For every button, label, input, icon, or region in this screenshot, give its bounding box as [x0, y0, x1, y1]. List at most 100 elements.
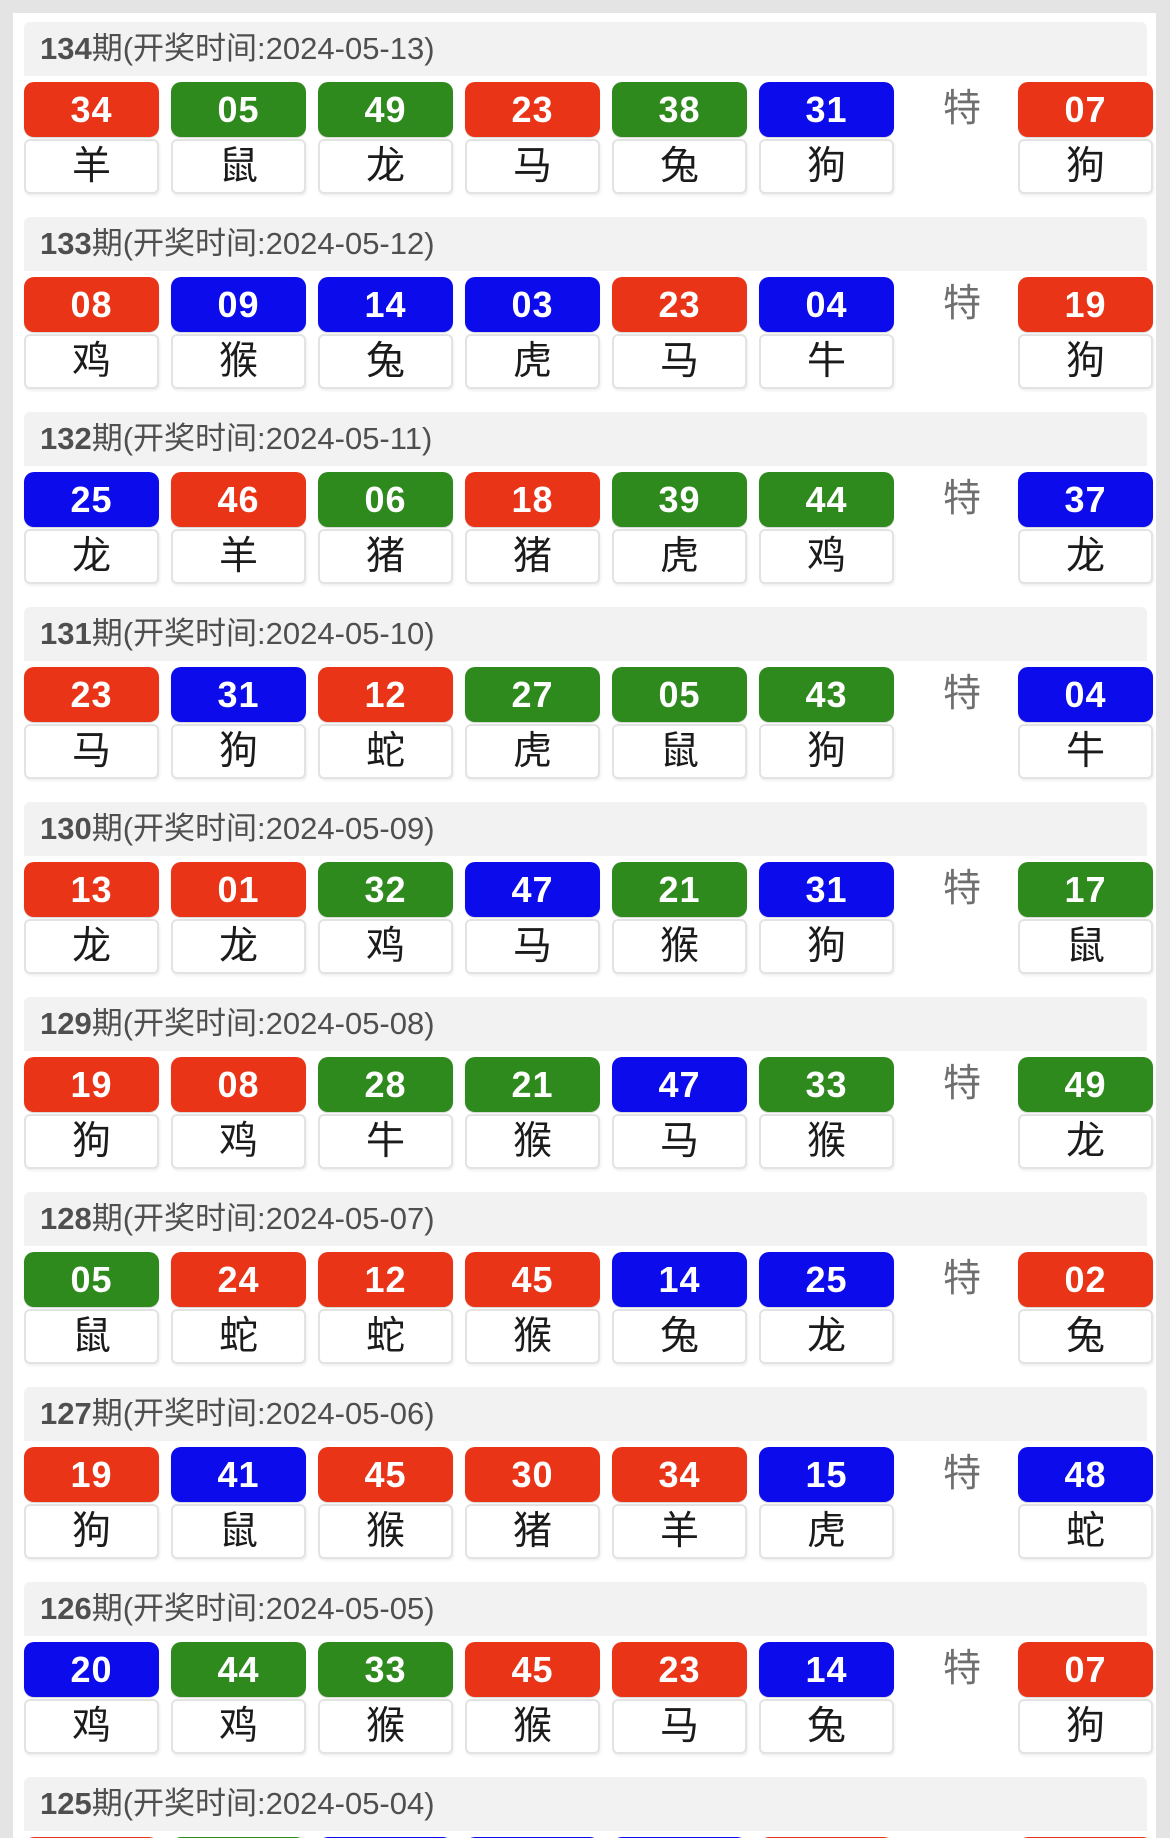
number-ball: 47 [612, 1057, 747, 1112]
number-cell: 05 鼠 [24, 1252, 159, 1364]
period-header: 125期(开奖时间:2024-05-04) [24, 1777, 1147, 1831]
number-ball: 28 [318, 1057, 453, 1112]
numbers-row: 05 鼠 24 蛇 12 蛇 45 猴 14 兔 25 龙特 02 兔 [24, 1252, 1153, 1364]
number-ball: 43 [759, 667, 894, 722]
special-marker: 特 [942, 1648, 981, 1690]
zodiac-label: 狗 [1018, 139, 1153, 194]
number-cell: 05 鼠 [171, 82, 306, 194]
zodiac-label: 鸡 [24, 1699, 159, 1754]
period-header: 133期(开奖时间:2024-05-12) [24, 217, 1147, 271]
zodiac-label: 马 [612, 1699, 747, 1754]
period-header: 130期(开奖时间:2024-05-09) [24, 802, 1147, 856]
number-cell: 39 虎 [612, 472, 747, 584]
number-ball: 04 [759, 277, 894, 332]
special-number-ball: 07 [1018, 1642, 1153, 1697]
period-number: 134 [40, 31, 92, 66]
special-number-cell: 17 鼠 [1018, 862, 1153, 974]
number-cell: 47 马 [612, 1057, 747, 1169]
period-header: 127期(开奖时间:2024-05-06) [24, 1387, 1147, 1441]
number-ball: 44 [759, 472, 894, 527]
number-ball: 45 [318, 1447, 453, 1502]
number-cell: 04 牛 [759, 277, 894, 389]
number-cell: 23 马 [612, 1642, 747, 1754]
zodiac-label: 鼠 [24, 1309, 159, 1364]
zodiac-label: 羊 [612, 1504, 747, 1559]
results-panel: 134期(开奖时间:2024-05-13) 34 羊 05 鼠 49 龙 23 马 38 兔 31 狗… [13, 13, 1156, 1838]
number-cell: 34 羊 [24, 82, 159, 194]
zodiac-label: 兔 [612, 139, 747, 194]
zodiac-label: 鸡 [318, 919, 453, 974]
number-cell: 45 猴 [465, 1642, 600, 1754]
period-number: 127 [40, 1396, 92, 1431]
zodiac-label: 龙 [318, 139, 453, 194]
zodiac-label: 蛇 [318, 724, 453, 779]
zodiac-label: 猪 [465, 529, 600, 584]
number-cell: 09 猴 [171, 277, 306, 389]
zodiac-label: 龙 [1018, 1114, 1153, 1169]
period-header: 126期(开奖时间:2024-05-05) [24, 1582, 1147, 1636]
number-ball: 47 [465, 862, 600, 917]
special-number-cell: 04 牛 [1018, 667, 1153, 779]
special-marker: 特 [942, 88, 981, 130]
special-number-ball: 17 [1018, 862, 1153, 917]
period-header: 134期(开奖时间:2024-05-13) [24, 22, 1147, 76]
number-ball: 41 [171, 1447, 306, 1502]
results-list: 134期(开奖时间:2024-05-13) 34 羊 05 鼠 49 龙 23 马 38 兔 31 狗… [24, 22, 1153, 1838]
number-ball: 45 [465, 1642, 600, 1697]
number-ball: 15 [759, 1447, 894, 1502]
number-cell: 08 鸡 [171, 1057, 306, 1169]
zodiac-label: 鸡 [171, 1114, 306, 1169]
zodiac-label: 马 [465, 919, 600, 974]
number-cell: 33 猴 [318, 1642, 453, 1754]
number-cell: 30 猪 [465, 1447, 600, 1559]
zodiac-label: 鸡 [759, 529, 894, 584]
special-number-cell: 49 龙 [1018, 1057, 1153, 1169]
number-ball: 14 [612, 1252, 747, 1307]
number-cell: 06 猪 [318, 472, 453, 584]
number-ball: 44 [171, 1642, 306, 1697]
numbers-row: 25 龙 46 羊 06 猪 18 猪 39 虎 44 鸡特 37 龙 [24, 472, 1153, 584]
number-ball: 23 [612, 1642, 747, 1697]
number-cell: 18 猪 [465, 472, 600, 584]
zodiac-label: 猴 [318, 1504, 453, 1559]
numbers-row: 08 鸡 09 猴 14 兔 03 虎 23 马 04 牛 特 19 狗 [24, 277, 1153, 389]
number-cell: 15 虎 [759, 1447, 894, 1559]
zodiac-label: 狗 [759, 919, 894, 974]
number-cell: 23 马 [612, 277, 747, 389]
number-cell: 12 蛇 [318, 1252, 453, 1364]
number-ball: 08 [171, 1057, 306, 1112]
numbers-row: 20 鸡 44 鸡 33 猴 45 猴 23 马 14 兔特 07 狗 [24, 1642, 1153, 1754]
period-number: 126 [40, 1591, 92, 1626]
number-cell: 25 龙 [24, 472, 159, 584]
number-cell: 44 鸡 [171, 1642, 306, 1754]
zodiac-label: 蛇 [1018, 1504, 1153, 1559]
period-title-suffix: 期(开奖时间:2024-05-04) [91, 1786, 435, 1821]
period-number: 130 [40, 811, 92, 846]
period-number: 128 [40, 1201, 92, 1236]
number-ball: 05 [612, 667, 747, 722]
number-ball: 23 [24, 667, 159, 722]
number-cell: 45 猴 [465, 1252, 600, 1364]
numbers-row: 34 羊 05 鼠 49 龙 23 马 38 兔 31 狗特 07 狗 [24, 82, 1153, 194]
number-ball: 24 [171, 1252, 306, 1307]
period-header: 131期(开奖时间:2024-05-10) [24, 607, 1147, 661]
number-ball: 23 [465, 82, 600, 137]
number-cell: 31 狗 [759, 862, 894, 974]
number-ball: 25 [24, 472, 159, 527]
period-section: 129期(开奖时间:2024-05-08) 19 狗 08 鸡 28 牛 21 猴 47 马 33 猴… [24, 997, 1153, 1169]
zodiac-label: 虎 [465, 724, 600, 779]
period-header: 129期(开奖时间:2024-05-08) [24, 997, 1147, 1051]
zodiac-label: 猴 [465, 1114, 600, 1169]
zodiac-label: 鼠 [171, 139, 306, 194]
number-cell: 31 狗 [171, 667, 306, 779]
number-ball: 34 [24, 82, 159, 137]
period-title-suffix: 期(开奖时间:2024-05-13) [91, 31, 435, 66]
zodiac-label: 猪 [318, 529, 453, 584]
zodiac-label: 兔 [759, 1699, 894, 1754]
zodiac-label: 马 [612, 334, 747, 389]
number-ball: 31 [171, 667, 306, 722]
period-number: 125 [40, 1786, 92, 1821]
period-section: 133期(开奖时间:2024-05-12) 08 鸡 09 猴 14 兔 03 虎 23 马 04 牛… [24, 217, 1153, 389]
number-cell: 27 虎 [465, 667, 600, 779]
number-ball: 05 [171, 82, 306, 137]
